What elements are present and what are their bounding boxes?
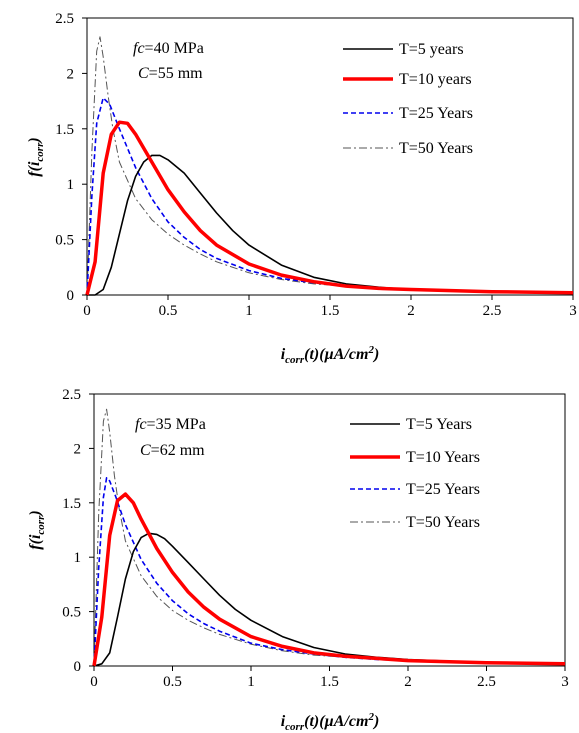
chart-bottom: 0 0.5 1 1.5 2 2.5 3 0 0.5 1 1.5 2 2.5 fc=35 MPa C=62… [27,387,569,733]
annotation: fc=40 MPa C=55 mm [133,40,204,82]
y-tick-label-4: 2 [74,441,82,457]
x-tick-label-5: 2.5 [483,303,502,319]
series-line-0 [93,532,566,667]
ticks-layer: 0 0.5 1 1.5 2 2.5 3 0 0.5 1 1.5 2 2.5 [55,11,577,319]
y-tick-label-3: 1.5 [55,122,74,138]
y-tick-label-2: 1 [67,177,75,193]
plot-area-frame [93,393,566,667]
x-axis-label: icorr(t)(µA/cm2) [281,711,380,733]
x-tick-label-4: 2 [404,674,412,690]
annotation-c-label: C [140,442,151,459]
legend-label-0: T=5 years [399,41,464,58]
series-layer [85,36,574,296]
annotation: fc=35 MPa C=62 mm [135,416,206,459]
legend-label-1: T=10 Years [406,449,480,466]
x-tick-label-3: 1.5 [320,674,339,690]
ticks-layer: 0 0.5 1 1.5 2 2.5 3 0 0.5 1 1.5 2 2.5 [62,387,569,690]
annotation-fc-label: fc [135,416,147,433]
legend-label-1: T=10 years [399,71,472,88]
x-axis-label: icorr(t)(µA/cm2) [281,344,380,366]
x-tick-label-4: 2 [407,303,415,319]
annotation-c-label: C [138,65,149,82]
x-tick-label-0: 0 [90,674,98,690]
y-axis-label: f(icorr) [27,510,47,549]
y-tick-label-0: 0 [74,659,82,675]
legend: T=5 Years T=10 Years T=25 Years T=50 Yea… [350,416,480,531]
annotation-cover: C=62 mm [140,442,205,459]
plot-area-frame [86,17,574,296]
y-tick-label-4: 2 [67,66,75,82]
legend-label-3: T=50 Years [406,514,480,531]
series-line-0 [87,154,574,296]
x-tick-label-1: 0.5 [163,674,182,690]
annotation-fc: fc=35 MPa [135,416,206,433]
legend-label-2: T=25 Years [406,481,480,498]
annotation-c-value: =55 mm [149,65,203,82]
x-tick-label-2: 1 [245,303,253,319]
annotation-fc-value: =40 MPa [145,40,204,57]
annotation-cover: C=55 mm [138,65,203,82]
series-line-2 [93,476,566,667]
x-tick-label-1: 0.5 [159,303,178,319]
x-tick-label-6: 3 [569,303,577,319]
legend: T=5 years T=10 years T=25 Years T=50 Yea… [343,41,473,157]
series-line-1 [85,120,574,296]
y-tick-label-3: 1.5 [62,496,81,512]
y-tick-label-5: 2.5 [55,11,74,27]
annotation-fc: fc=40 MPa [133,40,204,57]
y-tick-label-1: 0.5 [62,605,81,621]
chart-top: 0 0.5 1 1.5 2 2.5 3 0 0.5 1 1.5 2 2.5 fc=40 MPa C=55… [26,11,577,366]
legend-label-0: T=5 Years [406,416,472,433]
series-layer [92,408,566,667]
x-tick-label-3: 1.5 [321,303,340,319]
x-tick-label-5: 2.5 [477,674,496,690]
x-tick-label-2: 1 [247,674,255,690]
x-tick-label-6: 3 [561,674,569,690]
y-tick-label-1: 0.5 [55,233,74,249]
y-tick-label-5: 2.5 [62,387,81,403]
legend-label-3: T=50 Years [399,140,473,157]
y-tick-label-0: 0 [67,288,75,304]
series-line-1 [92,492,566,667]
y-axis-label: f(icorr) [26,137,46,176]
x-tick-label-0: 0 [83,303,91,319]
legend-label-2: T=25 Years [399,105,473,122]
y-tick-label-2: 1 [74,550,82,566]
series-line-2 [86,97,574,296]
annotation-fc-value: =35 MPa [147,416,206,433]
annotation-c-value: =62 mm [151,442,205,459]
annotation-fc-label: fc [133,40,145,57]
